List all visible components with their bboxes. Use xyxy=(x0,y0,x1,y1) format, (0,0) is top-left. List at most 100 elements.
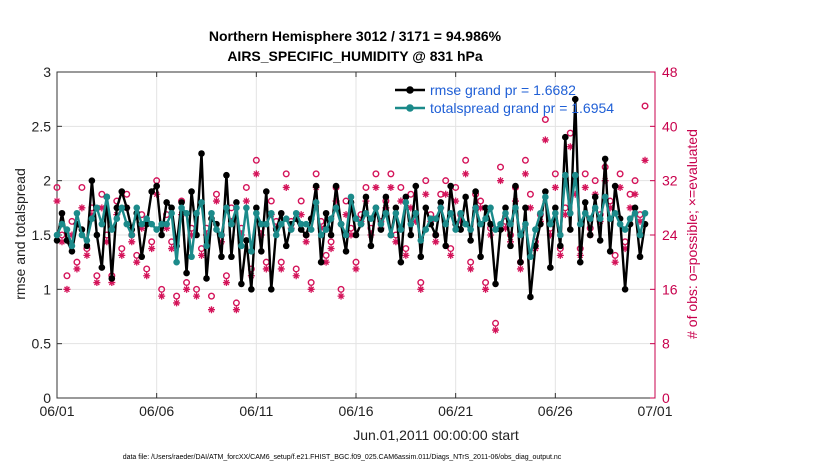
series-point-rmse xyxy=(302,231,310,239)
obs-evaluated-asterisk xyxy=(98,204,106,212)
legend: rmse grand pr = 1.6682 totalspread grand… xyxy=(395,82,614,116)
series-point-totalspread xyxy=(562,171,569,179)
y2-axis-label: # of obs: o=possible; ×=evaluated xyxy=(684,129,700,339)
obs-evaluated-asterisk xyxy=(571,190,579,198)
obs-possible-marker xyxy=(73,258,81,266)
obs-evaluated-marker xyxy=(492,326,500,334)
obs-evaluated-asterisk xyxy=(636,217,644,225)
series-point-rmse xyxy=(522,204,529,212)
obs-evaluated-asterisk xyxy=(73,265,81,273)
series-point-rmse xyxy=(327,231,335,239)
obs-evaluated-asterisk xyxy=(143,272,151,280)
series-point-totalspread xyxy=(332,204,340,212)
obs-possible-marker xyxy=(193,285,201,293)
obs-evaluated-marker xyxy=(222,279,230,287)
obs-evaluated-marker xyxy=(322,258,330,266)
obs-possible-marker xyxy=(467,258,475,266)
obs-possible-marker xyxy=(143,265,151,273)
obs-evaluated-asterisk xyxy=(402,251,410,259)
series-point-rmse xyxy=(263,188,270,195)
series-point-totalspread xyxy=(103,193,111,201)
series-point-rmse xyxy=(382,193,390,201)
obs-evaluated-marker xyxy=(198,251,206,259)
obs-evaluated-asterisk xyxy=(163,224,171,232)
series-point-rmse xyxy=(552,204,559,212)
obs-evaluated-marker xyxy=(641,156,649,164)
series-point-totalspread xyxy=(467,226,474,233)
obs-evaluated-asterisk xyxy=(561,211,569,219)
obs-evaluated-marker xyxy=(497,177,505,185)
series-point-totalspread xyxy=(68,242,76,250)
obs-evaluated-marker xyxy=(546,231,554,239)
obs-possible-marker xyxy=(222,272,230,280)
series-point-rmse xyxy=(108,275,116,282)
obs-possible-marker xyxy=(621,238,629,246)
obs-evaluated-asterisk xyxy=(521,170,529,178)
series-point-rmse xyxy=(571,95,579,103)
series-point-rmse xyxy=(467,237,474,244)
series-point-totalspread xyxy=(586,215,594,222)
obs-evaluated-marker xyxy=(342,211,350,219)
obs-evaluated-asterisk xyxy=(342,211,350,219)
series-point-rmse xyxy=(557,242,564,250)
obs-evaluated-marker xyxy=(417,285,425,293)
obs-evaluated-marker xyxy=(257,231,265,239)
obs-evaluated-asterisk xyxy=(212,197,220,205)
series-point-totalspread xyxy=(213,226,220,233)
obs-evaluated-asterisk xyxy=(58,238,66,246)
series-point-rmse xyxy=(497,226,504,233)
series-point-rmse xyxy=(402,193,410,201)
series-point-rmse xyxy=(367,242,375,250)
series-point-rmse xyxy=(203,275,210,282)
series-point-totalspread xyxy=(73,209,81,217)
series-point-totalspread xyxy=(123,220,131,228)
series-point-totalspread xyxy=(58,220,66,228)
series-point-rmse xyxy=(432,231,440,239)
obs-possible-marker xyxy=(312,170,320,178)
series-point-totalspread xyxy=(292,209,300,217)
series-point-totalspread xyxy=(143,215,150,222)
obs-evaluated-asterisk xyxy=(526,204,534,212)
series-point-totalspread xyxy=(198,199,205,206)
obs-evaluated-marker xyxy=(138,224,146,232)
series-point-rmse xyxy=(322,209,330,217)
obs-evaluated-marker xyxy=(477,204,485,212)
series-point-totalspread xyxy=(502,209,509,217)
series-point-rmse xyxy=(596,237,604,244)
obs-possible-marker xyxy=(422,177,430,185)
obs-evaluated-asterisk xyxy=(452,197,460,205)
obs-possible-marker xyxy=(447,245,455,253)
obs-possible-marker xyxy=(158,285,166,293)
obs-evaluated-asterisk xyxy=(551,183,559,191)
series-point-totalspread xyxy=(407,220,415,228)
series-point-rmse xyxy=(566,226,574,233)
obs-evaluated-asterisk xyxy=(447,251,455,259)
series-point-rmse xyxy=(153,182,160,190)
obs-possible-marker xyxy=(631,177,639,185)
obs-evaluated-asterisk xyxy=(168,245,176,253)
obs-evaluated-asterisk xyxy=(292,272,300,280)
series-point-totalspread xyxy=(452,226,459,233)
series-point-totalspread xyxy=(277,220,285,228)
series-point-rmse xyxy=(477,253,484,261)
obs-evaluated-marker xyxy=(188,231,196,239)
series-point-rmse xyxy=(228,253,235,261)
obs-possible-marker xyxy=(566,129,574,137)
obs-evaluated-asterisk xyxy=(302,238,310,246)
obs-evaluated-asterisk xyxy=(546,231,554,239)
obs-possible-marker xyxy=(307,279,315,287)
obs-evaluated-marker xyxy=(372,183,380,191)
obs-possible-marker xyxy=(118,245,126,253)
series-point-rmse xyxy=(412,182,420,190)
obs-evaluated-asterisk xyxy=(173,299,181,307)
obs-evaluated-asterisk xyxy=(442,190,450,198)
series-point-totalspread xyxy=(542,193,549,201)
series-point-rmse xyxy=(447,182,454,190)
y-tick-label: 2.5 xyxy=(32,118,52,134)
obs-evaluated-asterisk xyxy=(63,285,71,293)
obs-evaluated-marker xyxy=(382,204,390,212)
series-point-rmse xyxy=(198,150,205,157)
obs-possible-marker xyxy=(93,272,101,280)
series-point-totalspread xyxy=(243,204,250,212)
